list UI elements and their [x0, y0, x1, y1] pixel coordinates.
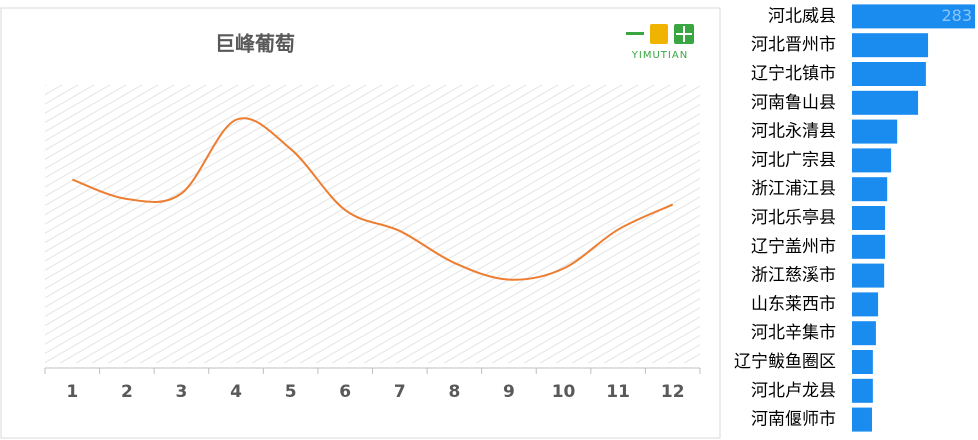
bar-label: 河北晋州市 [751, 35, 836, 55]
bar [852, 350, 873, 374]
x-tick-label: 10 [552, 382, 576, 402]
x-tick-label: 11 [606, 382, 630, 402]
bar [852, 206, 886, 230]
x-tick-label: 9 [503, 382, 515, 402]
plot-background [45, 85, 700, 363]
bar [852, 234, 886, 259]
x-tick-label: 5 [285, 382, 297, 402]
bar [852, 177, 888, 202]
x-tick-label: 2 [121, 382, 133, 402]
bar-label: 河南鲁山县 [751, 93, 836, 113]
x-tick-label: 1 [66, 382, 78, 402]
bar [852, 321, 876, 346]
x-tick-label: 8 [448, 382, 460, 402]
bar [852, 292, 879, 317]
bar-label: 辽宁鲅鱼圈区 [734, 352, 836, 372]
bar [852, 148, 892, 173]
logo-text: YIMUTIAN [631, 50, 688, 61]
bar [852, 378, 873, 403]
bar [852, 407, 872, 432]
bar-label: 河北乐亭县 [751, 208, 836, 228]
bar-label: 浙江浦江县 [751, 179, 836, 199]
x-tick-label: 7 [394, 382, 406, 402]
bar-label: 河北卢龙县 [751, 381, 836, 401]
x-tick-label: 3 [176, 382, 188, 402]
bar-label: 河北广宗县 [751, 150, 836, 170]
data-label: 283 [941, 6, 972, 25]
bar-label: 河南偃师市 [751, 410, 836, 430]
bar [852, 4, 975, 29]
bar-label: 河北永清县 [751, 122, 836, 142]
bar [852, 119, 898, 144]
chart-title: 巨峰葡萄 [215, 32, 295, 56]
x-tick-label: 12 [661, 382, 685, 402]
line-series [71, 117, 674, 281]
bar [852, 263, 885, 288]
bar-label: 辽宁盖州市 [751, 237, 836, 257]
bar-label: 河北辛集市 [751, 323, 836, 343]
bar-label: 辽宁北镇市 [751, 64, 836, 84]
x-tick-label: 6 [339, 382, 351, 402]
bar-label: 河北威县 [768, 6, 836, 26]
x-tick-label: 4 [230, 382, 242, 402]
bar [852, 90, 919, 115]
logo-icon [626, 24, 694, 44]
bar [852, 33, 929, 58]
bar-label: 浙江慈溪市 [751, 266, 836, 286]
bar-label: 山东莱西市 [751, 294, 836, 314]
bar [852, 62, 926, 86]
